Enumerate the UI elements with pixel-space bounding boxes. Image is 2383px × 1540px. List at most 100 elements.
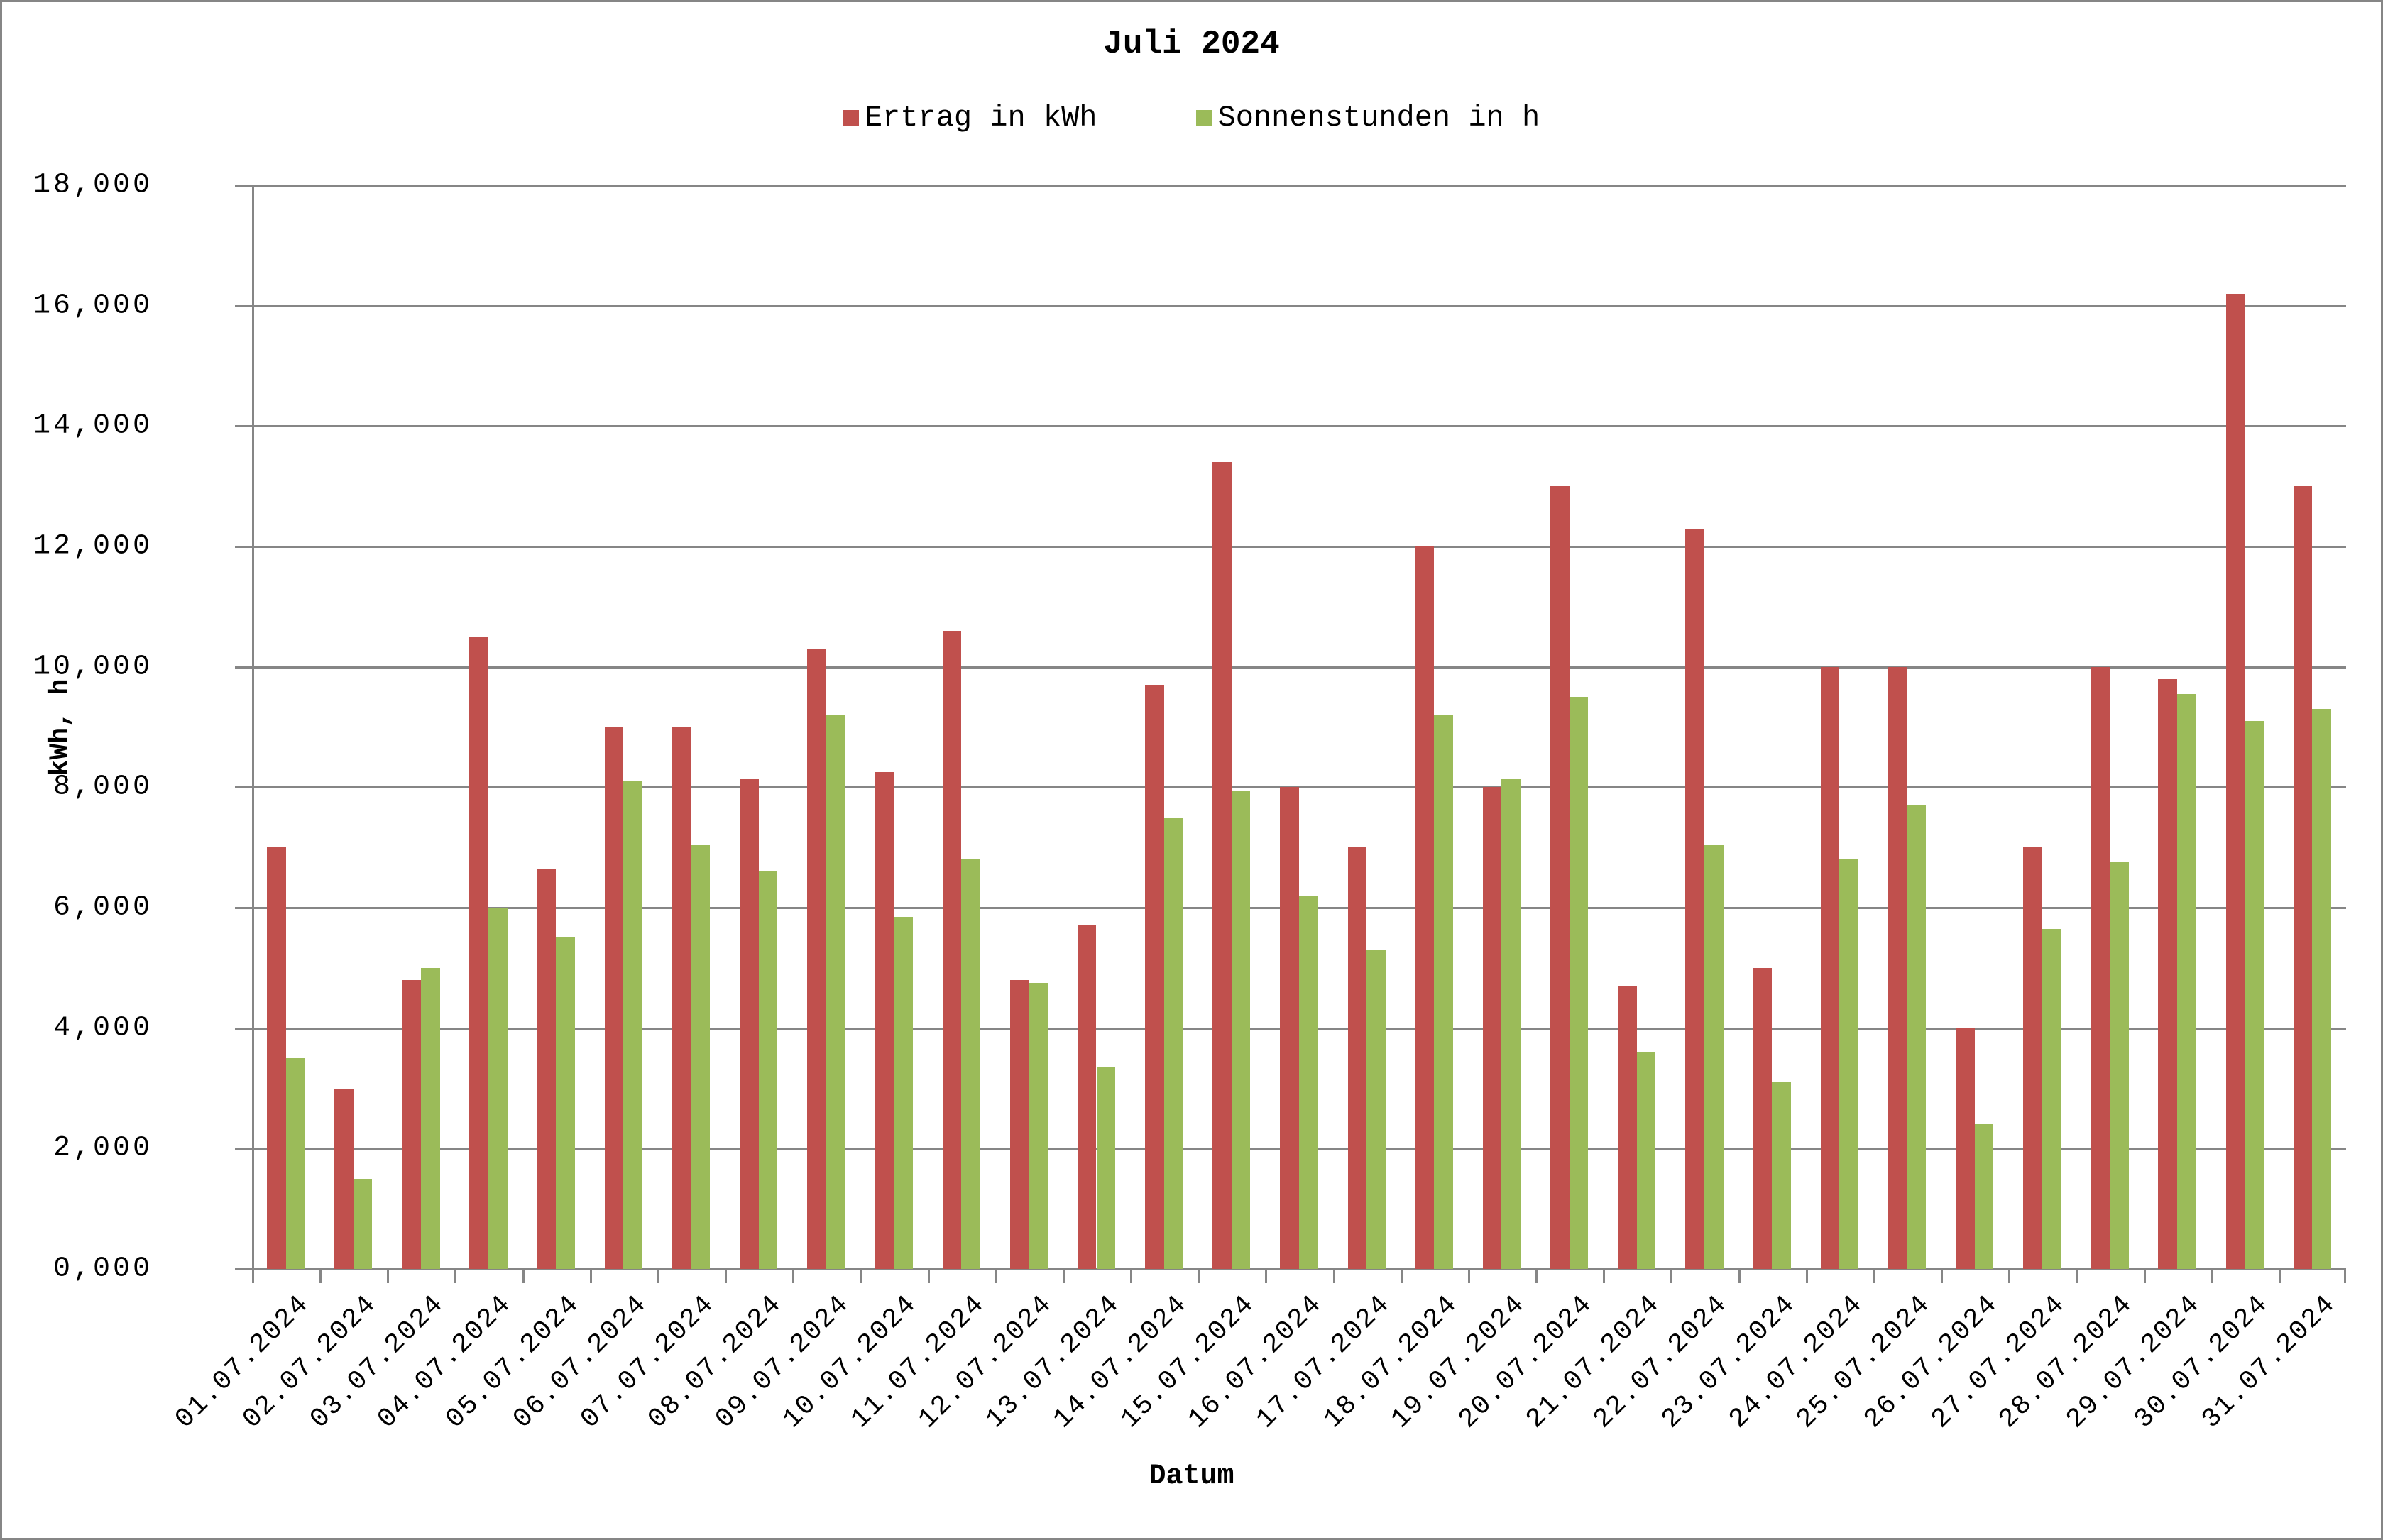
plot-area: 0,000 2,000 4,000 6,000 8,000 10,000 12,000 14,… (33, 170, 2346, 1435)
bar-ertrag (1753, 967, 1773, 1269)
bar-ertrag (1280, 787, 1299, 1269)
bar-group (590, 185, 657, 1269)
legend-swatch-ertrag (843, 110, 859, 126)
bar-sonnenstunden (1096, 1067, 1116, 1269)
bar-group (1603, 185, 1670, 1269)
bar-ertrag (1347, 847, 1367, 1269)
y-tick-label: 12,000 (33, 530, 153, 563)
bar-group (319, 185, 387, 1269)
bar-sonnenstunden (1636, 1052, 1656, 1269)
x-tick (860, 1269, 862, 1283)
bar-ertrag (2225, 293, 2245, 1269)
x-tick (252, 1269, 254, 1283)
bar-group (1468, 185, 1535, 1269)
bar-group (1670, 185, 1738, 1269)
bar-group (1401, 185, 1468, 1269)
x-tick (1738, 1269, 1741, 1283)
bar-sonnenstunden (691, 844, 711, 1269)
bar-group (522, 185, 590, 1269)
x-tick (1467, 1269, 1470, 1283)
bar-ertrag (334, 1088, 354, 1269)
bar-group (252, 185, 319, 1269)
y-tick-label: 2,000 (53, 1132, 153, 1165)
legend-label-sonnenstunden: Sonnenstunden in h (1217, 101, 1540, 135)
bar-ertrag (1145, 685, 1164, 1269)
x-tick (995, 1269, 997, 1283)
bar-sonnenstunden (1434, 715, 1453, 1269)
y-tick-label: 8,000 (53, 771, 153, 803)
bar-group (1806, 185, 1873, 1269)
bar-sonnenstunden (1704, 844, 1724, 1269)
x-tick (1535, 1269, 1538, 1283)
bar-ertrag (1820, 666, 1840, 1269)
x-tick (1130, 1269, 1133, 1283)
x-tick (725, 1269, 728, 1283)
gridline (235, 546, 2346, 548)
x-tick (589, 1269, 592, 1283)
x-tick (2278, 1269, 2281, 1283)
bar-sonnenstunden (420, 967, 440, 1269)
x-tick (657, 1269, 659, 1283)
x-tick (319, 1269, 322, 1283)
bar-ertrag (469, 637, 489, 1269)
bar-ertrag (2293, 486, 2313, 1269)
bar-group (1130, 185, 1198, 1269)
bar-sonnenstunden (556, 937, 575, 1269)
bar-ertrag (1955, 1028, 1975, 1269)
bar-ertrag (1077, 925, 1097, 1269)
gridline (235, 304, 2346, 307)
legend-swatch-sonnenstunden (1196, 110, 1212, 126)
bar-ertrag (266, 847, 286, 1269)
bar-sonnenstunden (961, 859, 980, 1269)
gridline (235, 425, 2346, 428)
bar-group (2211, 185, 2279, 1269)
y-tick-label: 0,000 (53, 1253, 153, 1285)
bar-sonnenstunden (353, 1178, 373, 1269)
bar-sonnenstunden (826, 715, 845, 1269)
bar-group (1738, 185, 1806, 1269)
bar-ertrag (1212, 462, 1232, 1269)
bar-ertrag (2023, 847, 2042, 1269)
bar-sonnenstunden (1501, 778, 1521, 1269)
bar-group (1535, 185, 1603, 1269)
y-axis-title: kWh, h (45, 678, 76, 776)
bar-sonnenstunden (2312, 709, 2332, 1269)
x-tick (1941, 1269, 1944, 1283)
bar-ertrag (1009, 979, 1029, 1269)
x-axis-title: Datum (1149, 1461, 1234, 1492)
bar-group (2076, 185, 2143, 1269)
legend: Ertrag in kWh Sonnenstunden in h (0, 101, 2383, 135)
bar-group (995, 185, 1063, 1269)
bar-group (2008, 185, 2076, 1269)
bar-sonnenstunden (285, 1058, 305, 1269)
bar-ertrag (875, 772, 894, 1269)
gridline (235, 185, 2346, 187)
bar-ertrag (1888, 666, 1907, 1269)
bar-group (657, 185, 725, 1269)
gridline (235, 666, 2346, 669)
x-tick (1873, 1269, 1875, 1283)
bar-sonnenstunden (1231, 790, 1251, 1269)
x-tick (927, 1269, 930, 1283)
bar-sonnenstunden (1907, 805, 1927, 1269)
bar-sonnenstunden (623, 781, 643, 1269)
bar-ertrag (604, 727, 624, 1269)
bar-ertrag (1415, 546, 1435, 1269)
bar-ertrag (1685, 528, 1704, 1269)
bar-sonnenstunden (488, 908, 508, 1269)
y-tick-label: 18,000 (33, 169, 153, 202)
bar-ertrag (1482, 787, 1502, 1269)
bar-sonnenstunden (2177, 693, 2196, 1269)
x-tick (792, 1269, 795, 1283)
y-tick-label: 10,000 (33, 651, 153, 683)
legend-label-ertrag: Ertrag in kWh (864, 101, 1097, 135)
bar-sonnenstunden (1366, 950, 1386, 1269)
bar-sonnenstunden (1298, 896, 1318, 1269)
legend-item-ertrag: Ertrag in kWh (843, 101, 1097, 135)
bar-ertrag (537, 868, 557, 1269)
bar-sonnenstunden (758, 871, 778, 1269)
bar-ertrag (402, 979, 421, 1269)
y-axis-line (252, 185, 254, 1269)
bar-ertrag (2158, 678, 2178, 1269)
